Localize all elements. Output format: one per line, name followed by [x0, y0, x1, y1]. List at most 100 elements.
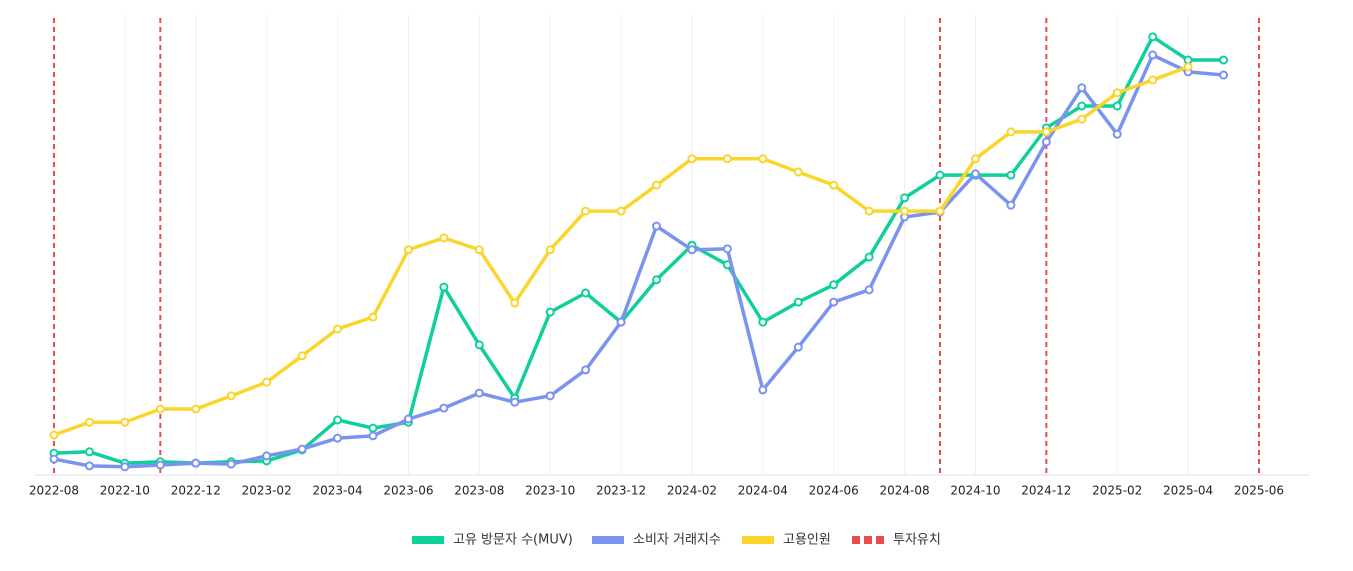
- data-point: [1148, 32, 1158, 42]
- data-point: [793, 167, 803, 177]
- data-point: [829, 297, 839, 307]
- data-point: [758, 154, 768, 164]
- data-point: [262, 451, 272, 461]
- data-point: [864, 252, 874, 262]
- data-point: [900, 193, 910, 203]
- data-point: [864, 285, 874, 295]
- data-point: [1112, 88, 1122, 98]
- legend-swatch: [852, 536, 860, 544]
- legend-label: 고용인원: [783, 533, 831, 548]
- data-point: [652, 275, 661, 285]
- data-point: [935, 206, 945, 216]
- data-point: [1006, 170, 1016, 180]
- legend-item[interactable]: 투자유치: [852, 533, 941, 548]
- x-tick-label: 2022-10: [100, 484, 150, 498]
- data-point: [1041, 137, 1051, 147]
- data-point: [616, 206, 626, 216]
- data-point: [900, 206, 910, 216]
- data-point: [1183, 62, 1193, 72]
- x-tick-label: 2022-08: [29, 484, 79, 498]
- data-point: [439, 282, 449, 292]
- legend-swatch: [876, 536, 884, 544]
- data-point: [722, 154, 732, 164]
- data-point: [439, 403, 449, 413]
- data-point: [155, 460, 165, 470]
- data-point: [652, 221, 661, 231]
- data-point: [581, 206, 591, 216]
- data-point: [758, 317, 768, 327]
- data-point: [297, 351, 307, 361]
- data-point: [403, 414, 413, 424]
- data-point: [368, 423, 378, 433]
- data-point: [120, 462, 130, 472]
- legend-label: 소비자 거래지수: [633, 533, 721, 548]
- data-point: [474, 388, 484, 398]
- data-point: [1112, 129, 1122, 139]
- data-point: [333, 324, 343, 334]
- data-point: [1077, 101, 1087, 111]
- legend-item[interactable]: 고용인원: [742, 533, 831, 548]
- data-point: [368, 431, 378, 441]
- data-point: [297, 444, 307, 454]
- data-point: [758, 385, 768, 395]
- data-point: [970, 169, 980, 179]
- x-tick-label: 2023-06: [383, 484, 433, 498]
- legend-label: 고유 방문자 수(MUV): [453, 533, 573, 548]
- data-point: [262, 377, 272, 387]
- data-point: [510, 397, 520, 407]
- data-point: [474, 340, 484, 350]
- data-point: [687, 245, 697, 255]
- data-point: [120, 417, 130, 427]
- data-point: [722, 244, 732, 254]
- data-point: [935, 170, 945, 180]
- data-point: [652, 180, 661, 190]
- data-point: [545, 307, 555, 317]
- data-point: [226, 391, 236, 401]
- data-point: [1006, 200, 1016, 210]
- data-point: [1006, 127, 1016, 137]
- data-point: [510, 298, 520, 308]
- data-point: [1219, 55, 1229, 65]
- data-point: [581, 365, 591, 375]
- data-point: [84, 447, 94, 457]
- data-point: [829, 280, 839, 290]
- x-tick-label: 2024-04: [738, 484, 788, 498]
- legend-label: 투자유치: [893, 533, 941, 548]
- x-tick-label: 2024-08: [880, 484, 930, 498]
- legend-item[interactable]: 고유 방문자 수(MUV): [412, 533, 573, 548]
- data-point: [191, 404, 201, 414]
- x-tick-label: 2025-06: [1234, 484, 1284, 498]
- data-point: [1077, 114, 1087, 124]
- data-point: [970, 154, 980, 164]
- x-tick-label: 2024-06: [809, 484, 859, 498]
- x-tick-label: 2025-02: [1092, 484, 1142, 498]
- x-tick-label: 2024-12: [1021, 484, 1071, 498]
- x-tick-label: 2023-02: [242, 484, 292, 498]
- x-tick-label: 2022-12: [171, 484, 221, 498]
- x-tick-label: 2024-10: [950, 484, 1000, 498]
- x-tick-label: 2023-10: [525, 484, 575, 498]
- data-point: [793, 342, 803, 352]
- data-point: [793, 297, 803, 307]
- x-tick-label: 2023-04: [312, 484, 362, 498]
- legend-swatch: [592, 536, 624, 544]
- x-tick-label: 2023-08: [454, 484, 504, 498]
- data-point: [1112, 101, 1122, 111]
- x-tick-label: 2025-04: [1163, 484, 1213, 498]
- data-point: [1041, 127, 1051, 137]
- data-point: [1148, 50, 1158, 60]
- series-line: [53, 53, 1224, 469]
- data-point: [687, 154, 697, 164]
- data-point: [368, 312, 378, 322]
- data-point: [1077, 83, 1087, 93]
- data-point: [403, 245, 413, 255]
- data-point: [191, 458, 201, 468]
- data-point: [545, 245, 555, 255]
- x-tick-label: 2024-02: [667, 484, 717, 498]
- data-point: [49, 430, 59, 440]
- legend-item[interactable]: 소비자 거래지수: [592, 533, 721, 548]
- data-point: [829, 180, 839, 190]
- legend-swatch: [864, 536, 872, 544]
- data-point: [49, 454, 59, 464]
- data-point: [545, 391, 555, 401]
